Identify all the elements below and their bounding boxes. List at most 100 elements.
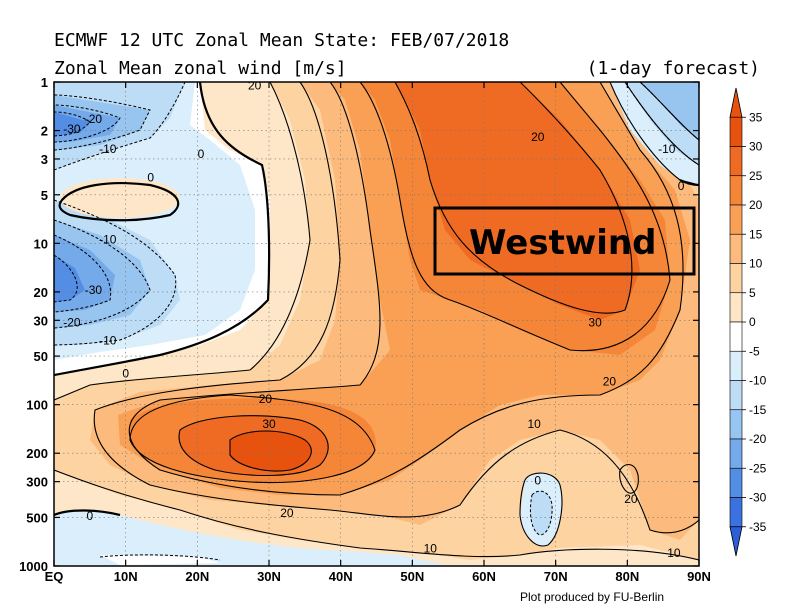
colorbar-label: -35 <box>749 520 767 534</box>
y-tick-label: 300 <box>26 475 48 490</box>
colorbar-label: 35 <box>749 110 763 124</box>
y-tick-label: 3 <box>41 152 48 167</box>
contour-label: -10 <box>658 142 676 156</box>
colorbar-label: -10 <box>749 374 767 388</box>
colorbar-swatch <box>729 263 743 294</box>
colorbar-top-arrow <box>729 87 743 118</box>
colorbar-label: 5 <box>749 286 756 300</box>
band-bl <box>54 510 450 566</box>
colorbar: 35 30 25 20 15 10 5 0 -5 -10 -15 -20 -25 -30 -35 <box>729 87 767 557</box>
contour-label: 10 <box>527 417 541 431</box>
y-tick-label: 500 <box>26 510 48 525</box>
colorbar-label: -15 <box>749 403 767 417</box>
contour-label: -10 <box>99 142 117 156</box>
negative-contours <box>54 82 699 561</box>
colorbar-bottom-arrow <box>729 526 743 557</box>
contour-label: 0 <box>678 179 685 193</box>
colorbar-swatch <box>729 204 743 235</box>
contour-label: -30 <box>85 283 103 297</box>
x-tick-label: 50N <box>400 569 424 584</box>
contour-label: 20 <box>259 392 273 406</box>
annotation-box <box>433 206 696 276</box>
y-tick-label: 100 <box>26 398 48 413</box>
contour-label: 0 <box>198 147 205 161</box>
colorbar-label: 20 <box>749 198 763 212</box>
band-east-20 <box>54 105 120 312</box>
band-bl-inner <box>100 555 220 565</box>
chart-title: ECMWF 12 UTC Zonal Mean State: FEB/07/20… <box>54 30 509 51</box>
contour-label: -10 <box>99 233 117 247</box>
contour-label: 10 <box>667 546 681 560</box>
zero-contours <box>54 82 699 517</box>
colorbar-swatch <box>729 321 743 352</box>
colorbar-swatch <box>729 497 743 528</box>
contour-label: 20 <box>248 78 262 92</box>
plot-frame <box>53 81 700 567</box>
colorbar-label: 25 <box>749 169 763 183</box>
contour-label: 20 <box>531 130 545 144</box>
colorbar-swatch <box>729 292 743 323</box>
colorbar-label: 15 <box>749 227 763 241</box>
colorbar-swatch <box>729 233 743 264</box>
y-tick-label: 10 <box>34 236 48 251</box>
colorbar-swatch <box>729 438 743 469</box>
x-tick-label: 80N <box>615 569 639 584</box>
contour-lines <box>54 82 699 561</box>
x-axis: EQ 10N 20N 30N 40N 50N 60N 70N 80N 90N <box>45 82 711 584</box>
colorbar-label: -25 <box>749 461 767 475</box>
colorbar-label: -20 <box>749 432 767 446</box>
colorbar-label: 30 <box>749 140 763 154</box>
contour-labels: 20 -20 -30 -10 0 0 -10 -30 -20 -10 0 20 -10 0 30 20 20 30… <box>63 78 685 560</box>
contour-label: 0 <box>534 473 541 487</box>
x-tick-label: 60N <box>472 569 496 584</box>
y-tick-label: 2 <box>41 124 48 139</box>
contour-label: -30 <box>63 122 81 136</box>
x-tick-label: 10N <box>114 569 138 584</box>
contour-label: 30 <box>588 316 602 330</box>
colorbar-label: -30 <box>749 491 767 505</box>
x-tick-label: 30N <box>257 569 281 584</box>
colorbar-swatch <box>729 467 743 498</box>
colorbar-swatch <box>729 380 743 411</box>
x-tick-label: 70N <box>544 569 568 584</box>
forecast-label: (1-day forecast) <box>587 58 760 79</box>
contour-label: -20 <box>85 112 103 126</box>
band-blob-inner <box>530 491 553 535</box>
colorbar-swatch <box>729 146 743 177</box>
contour-label: 30 <box>262 417 276 431</box>
contour-label: 0 <box>122 366 129 380</box>
contour-label: 20 <box>603 375 617 389</box>
y-tick-label: 20 <box>34 285 48 300</box>
contour-label: 20 <box>624 492 638 506</box>
wind-field: 20 -20 -30 -10 0 0 -10 -30 -20 -10 0 20 -10 0 30 20 20 30… <box>54 78 699 566</box>
x-tick-label: 40N <box>329 569 353 584</box>
y-tick-label: 1000 <box>19 559 48 574</box>
annotation-label: Westwind <box>469 223 656 263</box>
y-tick-label: 5 <box>41 188 48 203</box>
contour-label: 0 <box>147 170 154 184</box>
colorbar-label: -5 <box>749 344 760 358</box>
colorbar-swatch <box>729 116 743 147</box>
x-tick-label: EQ <box>45 569 64 584</box>
colorbar-label: 0 <box>749 315 756 329</box>
contour-label: 0 <box>86 509 93 523</box>
band-pocket <box>60 178 180 218</box>
credit-label: Plot produced by FU-Berlin <box>520 590 664 604</box>
colorbar-swatch <box>729 175 743 206</box>
contour-label: 10 <box>424 542 438 556</box>
band-30 <box>395 82 640 320</box>
y-tick-label: 200 <box>26 446 48 461</box>
contour-label: -10 <box>99 333 117 347</box>
y-tick-label: 50 <box>34 349 48 364</box>
x-tick-label: 20N <box>185 569 209 584</box>
chart-subtitle: Zonal Mean zonal wind [m/s] <box>54 58 347 79</box>
y-tick-label: 30 <box>34 313 48 328</box>
x-tick-label: 90N <box>687 569 711 584</box>
colorbar-swatch <box>729 350 743 381</box>
colorbar-label: 10 <box>749 257 763 271</box>
colorbar-swatch <box>729 409 743 440</box>
y-tick-label: 1 <box>41 75 48 90</box>
